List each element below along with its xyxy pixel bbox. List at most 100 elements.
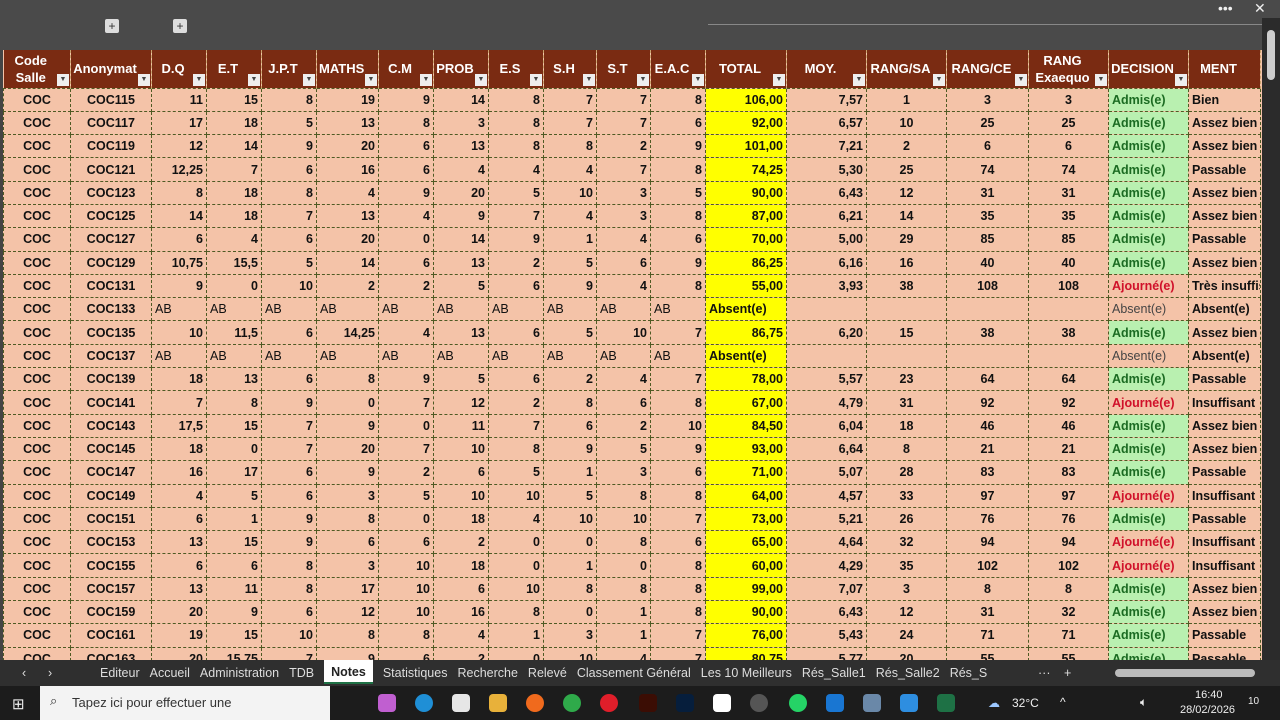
cell-rang-sa[interactable]: 8: [866, 436, 947, 462]
cell-ment[interactable]: Assez bien: [1188, 320, 1261, 345]
cell-code-salle[interactable]: COC: [3, 530, 71, 555]
cell-rang-sa[interactable]: 24: [866, 623, 947, 648]
filter-dropdown-icon[interactable]: ▼: [1095, 73, 1107, 86]
cell-j-p-t[interactable]: 9: [261, 134, 317, 159]
cell-j-p-t[interactable]: 5: [261, 250, 317, 275]
cell-s-h[interactable]: AB: [543, 343, 597, 369]
sheet-tab-accueil[interactable]: Accueil: [149, 666, 190, 680]
cell-total[interactable]: 93,00: [705, 436, 787, 462]
cell-c-m[interactable]: AB: [378, 297, 434, 322]
filter-dropdown-icon[interactable]: ▼: [692, 73, 704, 86]
cell-prob[interactable]: 14: [433, 227, 489, 252]
cell-c-m[interactable]: 9: [378, 367, 434, 392]
cell-prob[interactable]: 12: [433, 390, 489, 415]
cell-total[interactable]: 80,75: [705, 646, 787, 660]
cell-rang-sa[interactable]: 12: [866, 180, 947, 205]
cell-prob[interactable]: 11: [433, 413, 489, 438]
prev-sheet-icon[interactable]: ‹: [22, 666, 27, 680]
cell-code-salle[interactable]: COC: [3, 203, 71, 229]
cell-d-q[interactable]: 19: [151, 623, 207, 648]
cell-rang-exaequo[interactable]: 46: [1028, 413, 1109, 438]
cell-decision[interactable]: Admis(e): [1108, 367, 1189, 392]
cell-s-t[interactable]: 7: [596, 157, 651, 182]
cell-prob[interactable]: 3: [433, 110, 489, 136]
cell-c-m[interactable]: 7: [378, 436, 434, 462]
cell-e-a-c[interactable]: 8: [650, 483, 706, 508]
add-sheet-icon[interactable]: +: [1064, 666, 1072, 680]
cell-anonymat[interactable]: COC127: [70, 227, 152, 252]
cell-moy[interactable]: [786, 297, 867, 322]
cell-moy[interactable]: 6,21: [786, 203, 867, 229]
cell-s-t[interactable]: 8: [596, 576, 651, 602]
filter-dropdown-icon[interactable]: ▼: [365, 73, 377, 86]
more-sheets-icon[interactable]: ···: [1038, 666, 1051, 680]
sheet-tab-administration[interactable]: Administration: [199, 666, 280, 680]
cell-s-h[interactable]: 4: [543, 203, 597, 229]
cell-moy[interactable]: 6,43: [786, 600, 867, 625]
sheet-tab-r-s-salle1[interactable]: Rés_Salle1: [801, 666, 866, 680]
cell-rang-exaequo[interactable]: 21: [1028, 436, 1109, 462]
cell-decision[interactable]: Admis(e): [1108, 576, 1189, 602]
cell-ment[interactable]: Insuffisant: [1188, 483, 1261, 508]
cell-e-t[interactable]: 0: [206, 436, 262, 462]
cell-e-s[interactable]: 7: [488, 203, 544, 229]
cell-prob[interactable]: AB: [433, 297, 489, 322]
taskbar-search[interactable]: ⌕ Tapez ici pour effectuer une: [40, 686, 330, 720]
cell-c-m[interactable]: 0: [378, 413, 434, 438]
cell-rang-exaequo[interactable]: [1028, 343, 1109, 369]
cell-e-t[interactable]: 5: [206, 483, 262, 508]
filter-dropdown-icon[interactable]: ▼: [1015, 73, 1027, 86]
cell-prob[interactable]: 6: [433, 460, 489, 485]
cell-ment[interactable]: Passable: [1188, 646, 1261, 660]
cell-rang-ce[interactable]: [946, 343, 1029, 369]
cell-e-a-c[interactable]: 8: [650, 576, 706, 602]
cell-prob[interactable]: 10: [433, 436, 489, 462]
cell-moy[interactable]: 4,57: [786, 483, 867, 508]
cell-c-m[interactable]: 6: [378, 250, 434, 275]
cell-ment[interactable]: Passable: [1188, 157, 1261, 182]
cell-ment[interactable]: Passable: [1188, 367, 1261, 392]
cell-maths[interactable]: 16: [316, 157, 379, 182]
column-header[interactable]: PROB ▼: [433, 50, 489, 88]
cell-total[interactable]: 86,25: [705, 250, 787, 275]
cell-maths[interactable]: 8: [316, 506, 379, 532]
outlook-icon[interactable]: [826, 694, 844, 712]
cell-e-t[interactable]: 15: [206, 87, 262, 112]
cell-rang-sa[interactable]: 20: [866, 646, 947, 660]
cell-code-salle[interactable]: COC: [3, 320, 71, 345]
cell-total[interactable]: 65,00: [705, 530, 787, 555]
cell-rang-exaequo[interactable]: 83: [1028, 460, 1109, 485]
cell-s-h[interactable]: 2: [543, 367, 597, 392]
cell-anonymat[interactable]: COC151: [70, 506, 152, 532]
cell-anonymat[interactable]: COC139: [70, 367, 152, 392]
cell-code-salle[interactable]: COC: [3, 646, 71, 660]
cell-c-m[interactable]: 9: [378, 87, 434, 112]
column-header[interactable]: E.A.C ▼: [650, 50, 706, 88]
cell-code-salle[interactable]: COC: [3, 180, 71, 205]
cell-c-m[interactable]: 6: [378, 646, 434, 660]
filter-dropdown-icon[interactable]: ▼: [475, 73, 487, 86]
cell-e-t[interactable]: 15: [206, 413, 262, 438]
column-header[interactable]: E.T ▼: [206, 50, 262, 88]
cell-ment[interactable]: Assez bien: [1188, 576, 1261, 602]
cell-anonymat[interactable]: COC123: [70, 180, 152, 205]
cell-j-p-t[interactable]: 7: [261, 203, 317, 229]
cell-e-t[interactable]: 15,5: [206, 250, 262, 275]
cell-e-t[interactable]: 15,75: [206, 646, 262, 660]
cell-rang-exaequo[interactable]: 32: [1028, 600, 1109, 625]
cell-s-t[interactable]: 2: [596, 134, 651, 159]
cell-code-salle[interactable]: COC: [3, 343, 71, 369]
cell-s-h[interactable]: 1: [543, 227, 597, 252]
cell-rang-exaequo[interactable]: 108: [1028, 273, 1109, 299]
cell-maths[interactable]: 9: [316, 413, 379, 438]
cell-moy[interactable]: 7,21: [786, 134, 867, 159]
cell-e-a-c[interactable]: 8: [650, 600, 706, 625]
column-header[interactable]: MOY. ▼: [786, 50, 867, 88]
cell-maths[interactable]: 13: [316, 203, 379, 229]
cell-d-q[interactable]: 13: [151, 530, 207, 555]
cell-j-p-t[interactable]: 6: [261, 227, 317, 252]
filter-dropdown-icon[interactable]: ▼: [57, 73, 69, 86]
cell-rang-exaequo[interactable]: 8: [1028, 576, 1109, 602]
cell-rang-sa[interactable]: 31: [866, 390, 947, 415]
whatsapp-icon[interactable]: [789, 694, 807, 712]
